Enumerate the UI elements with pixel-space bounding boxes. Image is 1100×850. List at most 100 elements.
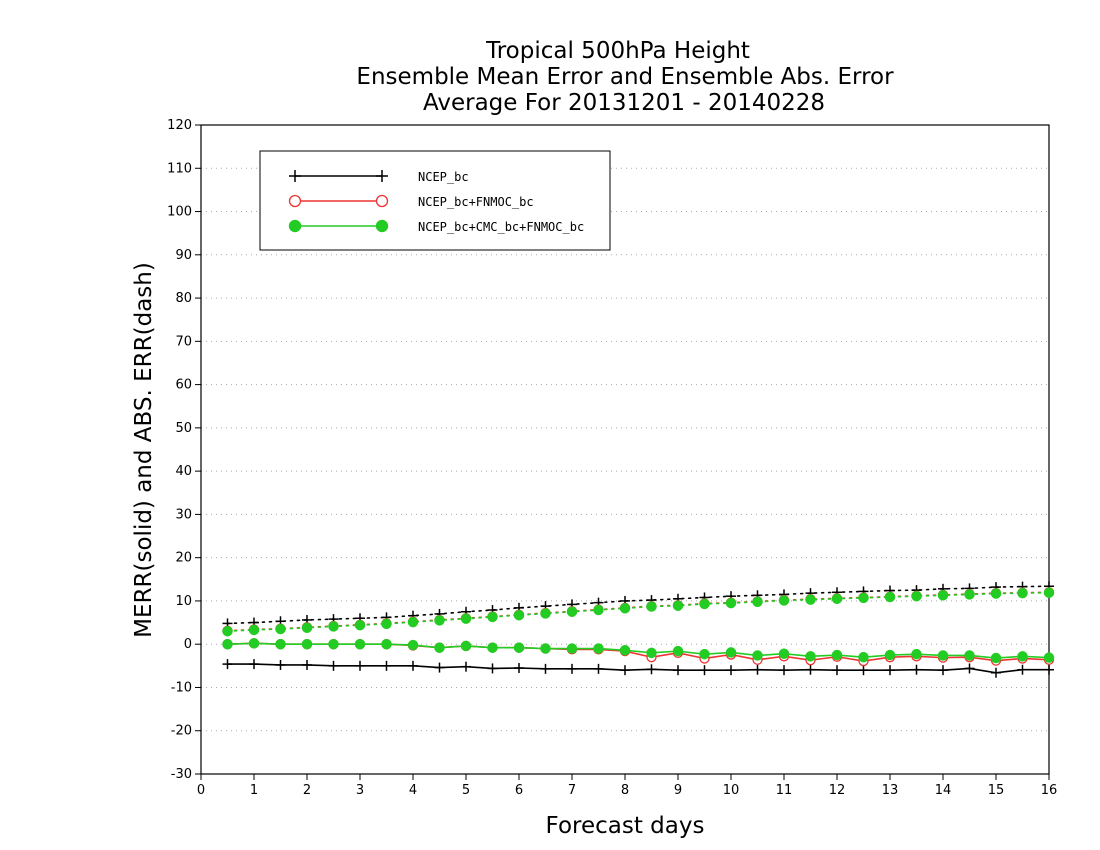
merr-point: [434, 642, 445, 653]
merr-point: [964, 650, 975, 661]
abs-err-point: [858, 592, 869, 604]
y-tick-label: 60: [175, 378, 192, 393]
series-ncep-cmc-fnmoc: [222, 587, 1055, 664]
x-tick-label: 12: [829, 783, 846, 798]
merr-point: [593, 663, 604, 674]
merr-point: [328, 660, 339, 671]
merr-line-ncep-cmc-fnmoc: [227, 642, 1050, 659]
abs-err-point: [1043, 587, 1055, 598]
abs-err-point: [434, 615, 445, 626]
x-tick-label: 2: [303, 783, 311, 798]
abs-err-point: [460, 613, 472, 624]
merr-point: [248, 638, 260, 649]
legend-sample-ncep-bc: [289, 170, 388, 182]
abs-err-point: [990, 588, 1002, 599]
y-tick-label: 90: [175, 248, 192, 263]
merr-point: [249, 659, 259, 670]
merr-point: [1043, 652, 1055, 663]
merr-point: [513, 642, 525, 653]
merr-point: [752, 650, 763, 661]
merr-point: [646, 664, 657, 675]
x-tick-label: 16: [1041, 783, 1058, 798]
legend-marker: [375, 194, 389, 208]
y-tick-label: 10: [175, 594, 192, 609]
merr-point: [460, 640, 472, 652]
chart-title-line-2: Ensemble Mean Error and Ensemble Abs. Er…: [356, 64, 894, 90]
merr-point: [275, 638, 286, 650]
legend-label-ncep-fnmoc: NCEP_bc+FNMOC_bc: [418, 195, 534, 209]
y-tick-label: 70: [175, 334, 192, 349]
y-tick-label: -20: [171, 724, 192, 739]
merr-point: [301, 638, 313, 650]
merr-point: [434, 662, 445, 673]
merr-point: [911, 648, 922, 660]
merr-point: [275, 659, 286, 670]
abs-err-point: [566, 606, 578, 617]
merr-point: [408, 660, 418, 671]
abs-err-point: [937, 590, 949, 601]
abs-err-point: [805, 594, 816, 605]
merr-point: [726, 665, 736, 676]
y-tick-label: 30: [175, 507, 192, 522]
legend-label-ncep-cmc-fnmoc: NCEP_bc+CMC_bc+FNMOC_bc: [418, 220, 584, 234]
abs-err-point: [778, 595, 790, 606]
abs-err-point: [1017, 587, 1028, 599]
y-tick-label: 20: [175, 551, 192, 566]
abs-err-point: [222, 625, 233, 637]
merr-point: [540, 643, 551, 654]
merr-point: [699, 648, 710, 660]
merr-point: [938, 665, 948, 676]
abs-err-line-ncep-bc: [226, 585, 1050, 625]
y-tick-label: 80: [175, 291, 192, 306]
merr-point: [752, 664, 763, 675]
abs-err-point: [911, 590, 922, 602]
abs-err-point: [407, 616, 419, 628]
series-ncep-fnmoc: [222, 587, 1055, 667]
x-tick-label: 8: [621, 783, 629, 798]
x-tick-label: 15: [988, 783, 1005, 798]
legend-marker: [375, 219, 389, 233]
merr-point: [672, 645, 684, 657]
x-tick-label: 4: [409, 783, 417, 798]
abs-err-point: [672, 600, 684, 611]
y-tick-label: 100: [167, 205, 192, 220]
legend-marker: [376, 170, 388, 182]
merr-point: [858, 651, 869, 663]
merr-point: [937, 650, 949, 661]
legend-samples: [288, 170, 389, 233]
merr-point: [328, 638, 339, 650]
x-tick-label: 9: [674, 783, 682, 798]
merr-point: [699, 665, 710, 676]
y-tick-label: -30: [171, 767, 192, 782]
merr-point: [566, 643, 578, 654]
merr-point: [222, 638, 233, 650]
merr-point: [646, 647, 657, 659]
x-tick-label: 13: [882, 783, 899, 798]
abs-err-point: [248, 624, 260, 636]
abs-err-point: [487, 611, 498, 623]
merr-point: [620, 665, 630, 676]
merr-point: [1017, 664, 1028, 675]
y-axis-label: MERR(solid) and ABS. ERR(dash): [131, 262, 157, 638]
merr-point: [805, 651, 816, 662]
legend: NCEP_bc NCEP_bc+FNMOC_bc NCEP_bc+CMC_bc+…: [259, 150, 611, 251]
legend-marker: [288, 194, 302, 208]
abs-err-line-ncep-fnmoc: [226, 591, 1050, 632]
merr-point: [1044, 664, 1054, 675]
legend-sample-ncep-fnmoc: [288, 194, 389, 208]
abs-err-point: [381, 618, 392, 630]
abs-err-point: [540, 608, 551, 619]
abs-err-point: [752, 596, 763, 608]
merr-point: [354, 638, 366, 650]
abs-err-point: [699, 598, 710, 610]
merr-point: [593, 643, 604, 654]
merr-point: [991, 667, 1001, 678]
abs-err-point: [725, 597, 737, 609]
merr-point: [725, 647, 737, 658]
merr-point: [407, 639, 419, 651]
merr-point: [779, 665, 789, 676]
merr-point: [619, 645, 631, 656]
merr-point: [381, 638, 392, 650]
merr-line-ncep-bc: [227, 663, 1049, 674]
